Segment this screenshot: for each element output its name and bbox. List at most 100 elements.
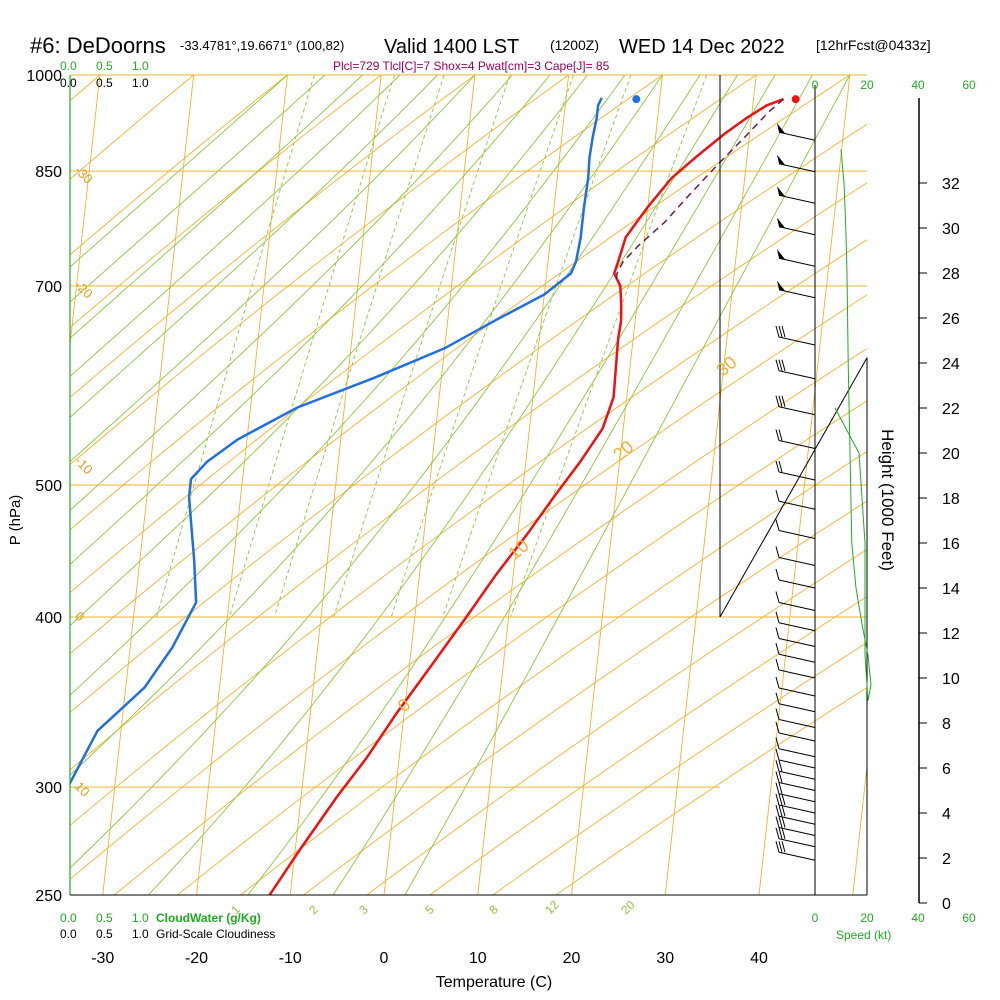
pressure-tick-label: 700 xyxy=(35,279,62,296)
wind-barb xyxy=(777,280,816,299)
wind-barb xyxy=(775,359,816,380)
dry-adiabat xyxy=(70,123,867,714)
wind-barb-feather xyxy=(775,460,780,473)
wind-barb-feather xyxy=(775,568,780,581)
surface-dewpoint-dot xyxy=(632,95,641,104)
cloudwater-label: CloudWater (g/Kg) xyxy=(156,911,261,925)
y-axis-title: P (hPa) xyxy=(7,495,24,546)
top-scale-label: 1.0 xyxy=(132,76,149,90)
wind-barb xyxy=(775,816,816,836)
wind-barb-feather xyxy=(775,793,780,806)
height-tick-label: 30 xyxy=(942,221,960,238)
wind-barb-staff xyxy=(778,602,816,611)
wind-barb xyxy=(775,568,816,589)
bottom-scale-label: 1.0 xyxy=(132,927,149,941)
wind-barb-staff xyxy=(778,163,816,173)
speed-tick-bottom: 0 xyxy=(812,911,819,925)
temperature-tick-label: 10 xyxy=(469,950,487,967)
wind-barb-staff xyxy=(778,815,816,825)
wind-barb-staff xyxy=(778,748,816,758)
profile-parcel xyxy=(615,98,784,282)
wind-barb-feather xyxy=(778,793,783,806)
speed-tick-top: 40 xyxy=(911,78,925,92)
isotherm-label: 10 xyxy=(72,779,93,800)
mixing-ratio-line xyxy=(156,75,315,618)
speed-tick-top: 60 xyxy=(962,78,976,92)
temperature-tick-label: -30 xyxy=(91,950,114,967)
moist-adiabat xyxy=(70,75,588,627)
wind-barb-staff xyxy=(778,257,816,267)
height-axis-title: Height (1000 Feet) xyxy=(878,429,897,571)
valid-utc: (1200Z) xyxy=(550,37,599,53)
top-scale-label: 0.0 xyxy=(60,59,77,73)
height-tick-label: 0 xyxy=(942,896,951,913)
wind-barb-flag xyxy=(777,154,785,165)
wind-barb-feather xyxy=(781,325,786,338)
wind-barb-feather xyxy=(775,805,780,817)
dry-adiabat xyxy=(114,347,867,895)
wind-barb-feather xyxy=(775,429,780,441)
pressure-tick-label: 400 xyxy=(35,610,62,627)
moist-adiabat xyxy=(70,75,476,463)
wind-barb-feather xyxy=(781,793,786,806)
wind-barb-feather xyxy=(775,546,780,558)
wind-barb xyxy=(775,708,816,728)
wind-barb xyxy=(775,519,816,539)
wind-barb-staff xyxy=(778,804,816,814)
wind-barb-feather xyxy=(778,827,783,839)
wind-barb xyxy=(775,748,816,769)
wind-barb-staff xyxy=(778,557,816,566)
wind-barb-feather xyxy=(775,816,780,828)
wind-barb-staff xyxy=(778,131,816,141)
mixing-ratio-line xyxy=(228,75,395,618)
wind-barb-staff xyxy=(778,336,816,346)
wind-barb xyxy=(775,760,816,780)
temperature-tick-label: 30 xyxy=(656,950,674,967)
wind-barb-feather xyxy=(775,611,780,623)
wind-barb-feather xyxy=(778,816,783,828)
mixing-ratio-label: 20 xyxy=(618,898,638,918)
wind-barb-feather xyxy=(781,805,786,817)
wind-barb-feather xyxy=(775,771,780,783)
top-scale-label: 0.5 xyxy=(96,76,113,90)
wind-barb-feather xyxy=(781,816,786,828)
speed-label: Speed (kt) xyxy=(836,928,891,942)
wind-barb-staff xyxy=(778,370,816,380)
wind-barb-staff xyxy=(778,793,816,803)
dry-adiabat xyxy=(70,239,867,826)
wind-barb xyxy=(775,827,816,848)
wind-barb-feather xyxy=(775,658,780,671)
wind-barb xyxy=(775,325,816,346)
wind-speed-profile xyxy=(834,149,872,701)
wind-barb-feather xyxy=(781,841,786,853)
height-tick-label: 2 xyxy=(942,851,951,868)
moist-adiabat xyxy=(70,75,551,566)
moist-adiabat xyxy=(70,75,701,869)
wind-barb-staff xyxy=(778,289,816,299)
dry-adiabat xyxy=(70,75,757,594)
bottom-scale-label: 0.0 xyxy=(60,911,77,925)
dry-adiabat xyxy=(70,75,569,466)
wind-barb-staff xyxy=(778,530,816,539)
dry-adiabat xyxy=(177,400,867,895)
wind-barb-flag xyxy=(777,217,785,228)
height-tick-label: 16 xyxy=(942,536,960,553)
isotherm-line xyxy=(0,75,6,895)
wind-barb-staff xyxy=(778,194,816,204)
wind-barb-staff xyxy=(778,226,816,236)
wind-barb xyxy=(775,692,816,713)
wind-barb-feather xyxy=(778,841,783,853)
wind-barb-feather xyxy=(778,359,783,371)
wind-barb-feather xyxy=(775,359,780,371)
moist-adiabat xyxy=(147,75,738,895)
wind-barb-staff xyxy=(778,440,816,449)
mixing-ratio-line xyxy=(510,75,708,618)
wind-barb-staff xyxy=(778,732,816,742)
isotherm-line xyxy=(70,75,101,349)
bottom-scale-label: 0.5 xyxy=(96,927,113,941)
wind-barb-feather xyxy=(775,395,780,407)
wind-barb-staff xyxy=(778,703,816,713)
wind-barb xyxy=(775,841,816,861)
pressure-tick-label: 500 xyxy=(35,478,62,495)
mixing-ratio-line xyxy=(333,75,511,618)
